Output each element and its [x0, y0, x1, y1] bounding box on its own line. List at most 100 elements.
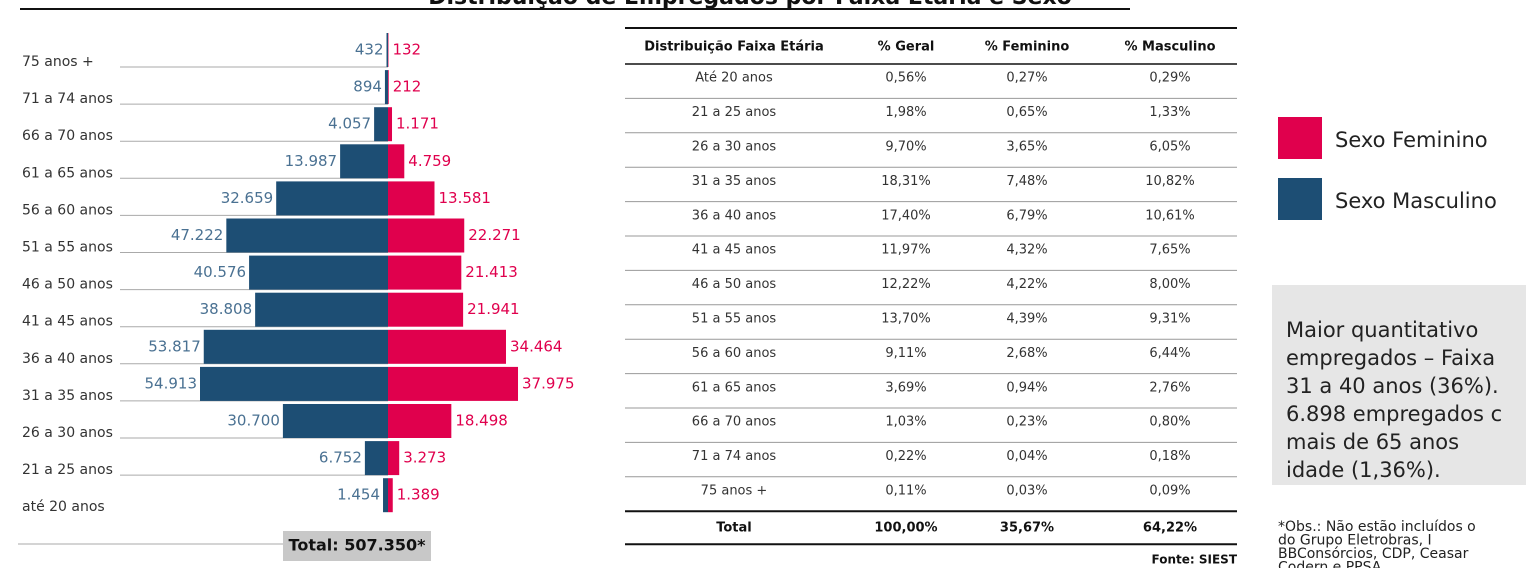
bar [203, 329, 388, 364]
note-line: BBConsórcios, CDP, Ceasar [1278, 546, 1469, 562]
chart-title: Distribuição de Empregados por Faixa Etá… [428, 0, 1072, 10]
table-cell: 46 a 50 anos [692, 277, 777, 292]
table-cell: 51 a 55 anos [692, 312, 777, 327]
total-label: Total: 507.350* [289, 536, 427, 555]
row-label: 41 a 45 anos [22, 314, 113, 330]
value-label: 22.271 [468, 226, 521, 244]
table-cell: 18,31% [881, 174, 931, 189]
bar [388, 478, 393, 513]
bar [388, 144, 405, 179]
table-cell: 4,22% [1006, 277, 1047, 292]
value-label: 13.987 [285, 152, 338, 170]
table-header: Distribuição Faixa Etária [644, 40, 824, 55]
legend-label: Sexo Masculino [1335, 189, 1497, 213]
bar [364, 441, 388, 476]
bar [340, 144, 388, 179]
table-cell: 4,39% [1006, 312, 1047, 327]
table-cell: 0,22% [885, 449, 926, 464]
table-total: 35,67% [1000, 521, 1054, 536]
row-label: 71 a 74 anos [22, 91, 113, 107]
table-total: 64,22% [1143, 521, 1197, 536]
note-line: Codern e PPSA. [1278, 560, 1386, 568]
table-cell: 61 a 65 anos [692, 380, 777, 395]
row-label: 21 a 25 anos [22, 462, 113, 478]
table-cell: 0,29% [1149, 71, 1190, 86]
value-label: 432 [355, 41, 384, 59]
bar [249, 255, 388, 290]
table-cell: 21 a 25 anos [692, 105, 777, 120]
value-label: 132 [392, 41, 421, 59]
table-cell: 0,27% [1006, 71, 1047, 86]
row-label: 61 a 65 anos [22, 165, 113, 181]
row-label: 46 a 50 anos [22, 277, 113, 293]
value-label: 38.808 [200, 300, 253, 318]
row-label: 31 a 35 anos [22, 388, 113, 404]
row-label: 66 a 70 anos [22, 128, 113, 144]
table-cell: 8,00% [1149, 277, 1190, 292]
value-label: 4.057 [328, 115, 371, 133]
value-label: 1.454 [337, 486, 380, 504]
bar [388, 70, 389, 105]
bar [388, 107, 393, 142]
table-cell: 26 a 30 anos [692, 140, 777, 155]
table-cell: 31 a 35 anos [692, 174, 777, 189]
bar [226, 218, 388, 253]
bar [276, 181, 388, 216]
table-total: Total [716, 521, 752, 536]
table-cell: 2,68% [1006, 346, 1047, 361]
bar [388, 366, 519, 401]
table-cell: 9,70% [885, 140, 926, 155]
table-cell: 6,79% [1006, 208, 1047, 223]
value-label: 47.222 [171, 226, 224, 244]
bar [383, 478, 388, 513]
note-line: *Obs.: Não estão incluídos o [1278, 519, 1476, 535]
table-cell: 12,22% [881, 277, 931, 292]
table-cell: 36 a 40 anos [692, 208, 777, 223]
row-label: 56 a 60 anos [22, 202, 113, 218]
total-box [283, 531, 431, 561]
highlight-line: 6.898 empregados c [1286, 402, 1502, 426]
table-header: % Masculino [1124, 40, 1215, 55]
table-cell: Até 20 anos [695, 71, 773, 86]
bar [255, 292, 388, 327]
bar [384, 70, 388, 105]
table-cell: 17,40% [881, 208, 931, 223]
table-cell: 9,31% [1149, 312, 1190, 327]
table-cell: 41 a 45 anos [692, 243, 777, 258]
table-cell: 0,03% [1006, 484, 1047, 499]
table-cell: 6,44% [1149, 346, 1190, 361]
legend-swatch [1278, 178, 1322, 220]
legend-label: Sexo Feminino [1335, 128, 1488, 152]
bar [200, 366, 388, 401]
table-cell: 3,65% [1006, 140, 1047, 155]
table-cell: 13,70% [881, 312, 931, 327]
table-cell: 7,48% [1006, 174, 1047, 189]
value-label: 54.913 [145, 374, 198, 392]
value-label: 37.975 [522, 374, 575, 392]
table-cell: 0,18% [1149, 449, 1190, 464]
table-cell: 0,11% [885, 484, 926, 499]
row-label: 36 a 40 anos [22, 351, 113, 367]
value-label: 3.273 [403, 449, 446, 467]
table-cell: 4,32% [1006, 243, 1047, 258]
table-cell: 0,65% [1006, 105, 1047, 120]
table-cell: 0,23% [1006, 415, 1047, 430]
table-cell: 2,76% [1149, 380, 1190, 395]
bar [388, 218, 465, 253]
value-label: 30.700 [227, 412, 280, 430]
value-label: 4.759 [408, 152, 451, 170]
table-cell: 9,11% [885, 346, 926, 361]
table-cell: 0,94% [1006, 380, 1047, 395]
highlight-box [1272, 285, 1526, 485]
value-label: 53.817 [148, 337, 201, 355]
highlight-line: empregados – Faixa [1286, 346, 1495, 370]
value-label: 6.752 [319, 449, 362, 467]
table-cell: 11,97% [881, 243, 931, 258]
bar [388, 441, 400, 476]
value-label: 18.498 [455, 412, 508, 430]
table-cell: 0,80% [1149, 415, 1190, 430]
value-label: 212 [393, 78, 422, 96]
table-cell: 1,03% [885, 415, 926, 430]
table-total: 100,00% [874, 521, 937, 536]
